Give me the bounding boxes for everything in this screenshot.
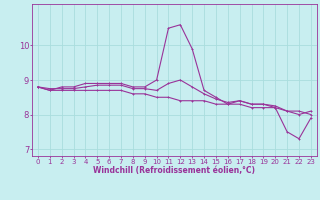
X-axis label: Windchill (Refroidissement éolien,°C): Windchill (Refroidissement éolien,°C) [93, 166, 255, 175]
